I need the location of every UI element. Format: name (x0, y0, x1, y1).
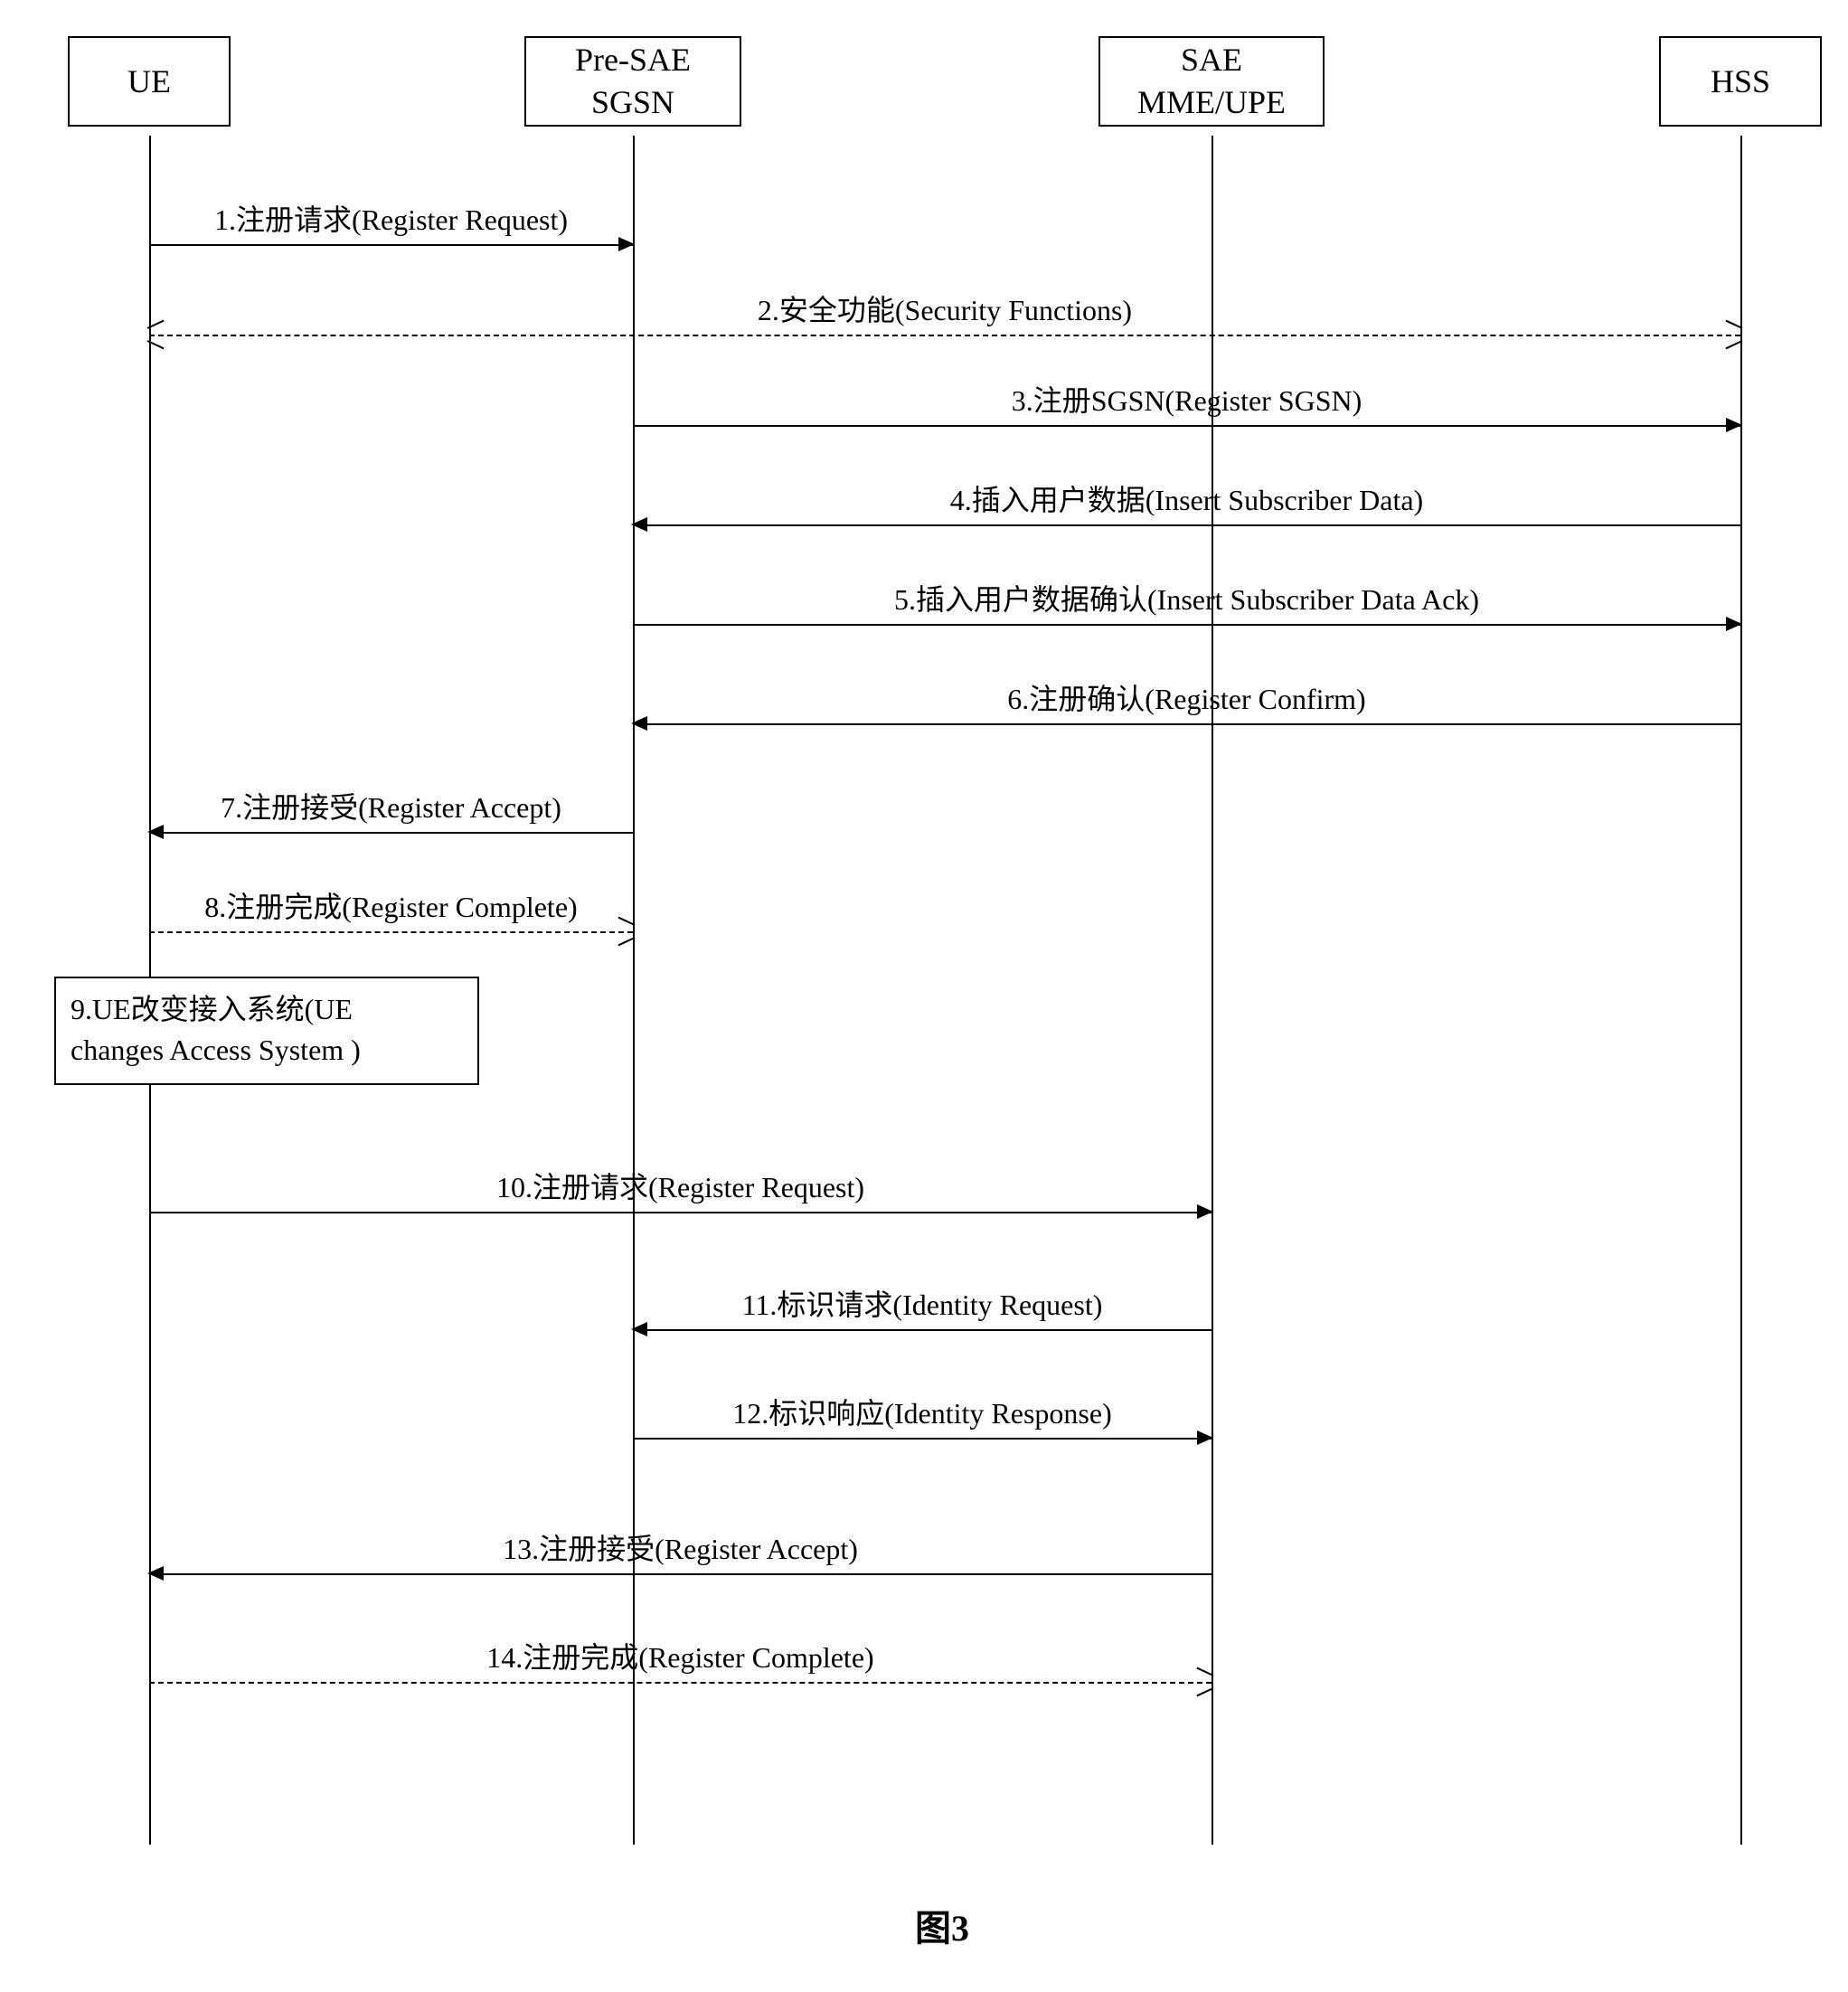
message-label: 1.注册请求(Register Request) (149, 197, 633, 239)
message-label: 10.注册请求(Register Request) (149, 1165, 1212, 1206)
note-1: 9.UE改变接入系统(UE changes Access System ) (54, 977, 479, 1085)
actor-sgsn: Pre-SAE SGSN (524, 36, 741, 127)
sequence-diagram: UE Pre-SAE SGSN SAE MME/UPE HSS 1.注册请求(Regis… (18, 18, 1848, 1974)
message-label: 6.注册确认(Register Confirm) (633, 676, 1740, 718)
message-label: 5.插入用户数据确认(Insert Subscriber Data Ack) (633, 577, 1740, 618)
message-label: 7.注册接受(Register Accept) (149, 785, 633, 826)
actor-mme: SAE MME/UPE (1098, 36, 1325, 127)
message-label: 2.安全功能(Security Functions) (149, 288, 1740, 329)
message-label: 11.标识请求(Identity Request) (633, 1282, 1212, 1324)
message-label: 13.注册接受(Register Accept) (149, 1526, 1212, 1568)
figure-caption: 图3 (18, 1899, 1848, 1951)
actor-ue: UE (68, 36, 231, 127)
message-label: 8.注册完成(Register Complete) (149, 884, 633, 926)
actor-hss: HSS (1659, 36, 1822, 127)
message-label: 3.注册SGSN(Register SGSN) (633, 378, 1740, 420)
message-label: 12.标识响应(Identity Response) (633, 1391, 1212, 1432)
message-label: 4.插入用户数据(Insert Subscriber Data) (633, 477, 1740, 519)
message-label: 14.注册完成(Register Complete) (149, 1635, 1212, 1676)
lifeline-hss (1740, 136, 1742, 1845)
